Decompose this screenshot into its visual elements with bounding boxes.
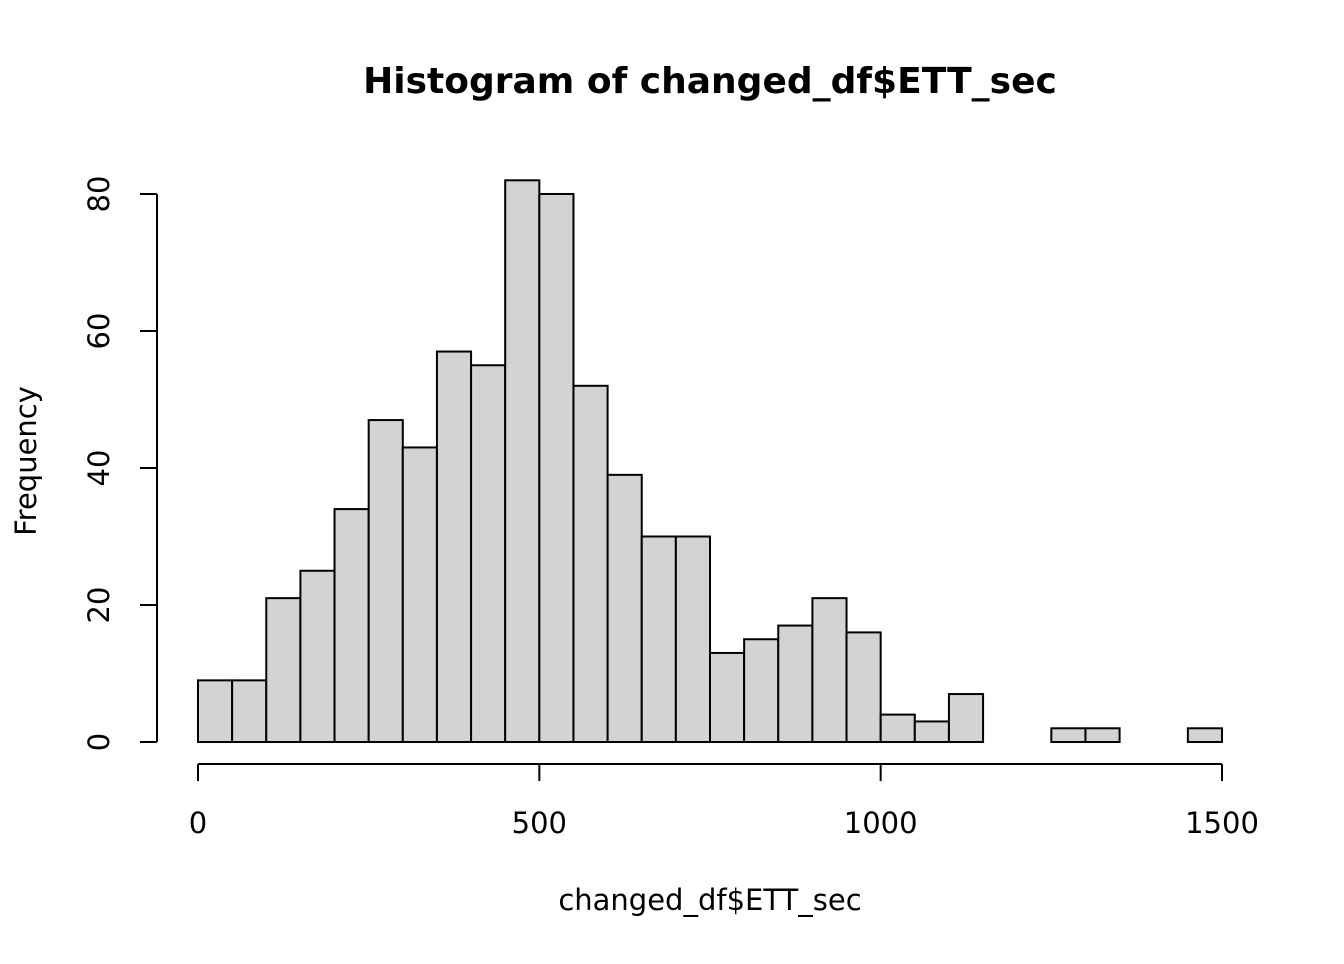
histogram-bar [709, 651, 746, 744]
x-tick-label: 500 [512, 806, 567, 840]
y-tick-label: 40 [82, 450, 116, 487]
x-tick-label: 0 [189, 806, 207, 840]
histogram-bar [401, 446, 438, 743]
histogram-bar [879, 713, 916, 743]
x-tick-label: 1000 [844, 806, 918, 840]
y-tick-label: 20 [82, 587, 116, 624]
histogram-bar [231, 679, 268, 743]
x-axis-label: changed_df$ETT_sec [558, 883, 861, 917]
histogram-bar [504, 179, 541, 744]
histogram-bar [435, 350, 473, 743]
histogram-bar [470, 364, 507, 743]
histogram-bar [606, 473, 643, 743]
histogram-bar [197, 679, 234, 743]
histogram-bar [265, 597, 302, 744]
histogram-bar [640, 535, 677, 743]
histogram-bar [367, 419, 404, 743]
histogram-bar [913, 720, 950, 744]
histogram-bar [1084, 727, 1121, 743]
histogram-bar [333, 508, 370, 743]
histogram-bar [947, 693, 985, 743]
histogram-bar [572, 384, 609, 743]
y-tick-label: 80 [82, 176, 116, 213]
histogram-bar [538, 193, 575, 743]
histogram-bars [197, 179, 1224, 744]
x-axis: 0 500 1000 1500 [189, 763, 1259, 840]
y-tick-label: 0 [82, 733, 116, 751]
histogram-bar [845, 631, 882, 744]
histogram-bar [1186, 727, 1224, 743]
x-tick-label: 1500 [1185, 806, 1259, 840]
chart-title: Histogram of changed_df$ETT_sec [363, 61, 1057, 102]
y-axis-label: Frequency [9, 386, 43, 536]
histogram-bar [811, 597, 848, 744]
histogram-bar [1050, 727, 1087, 743]
histogram-bar [777, 624, 814, 743]
histogram-bar [743, 638, 780, 743]
histogram-bar [299, 569, 336, 743]
y-tick-label: 60 [82, 313, 116, 350]
y-axis: 0 20 40 60 80 [82, 176, 158, 751]
histogram-bar [674, 535, 711, 743]
